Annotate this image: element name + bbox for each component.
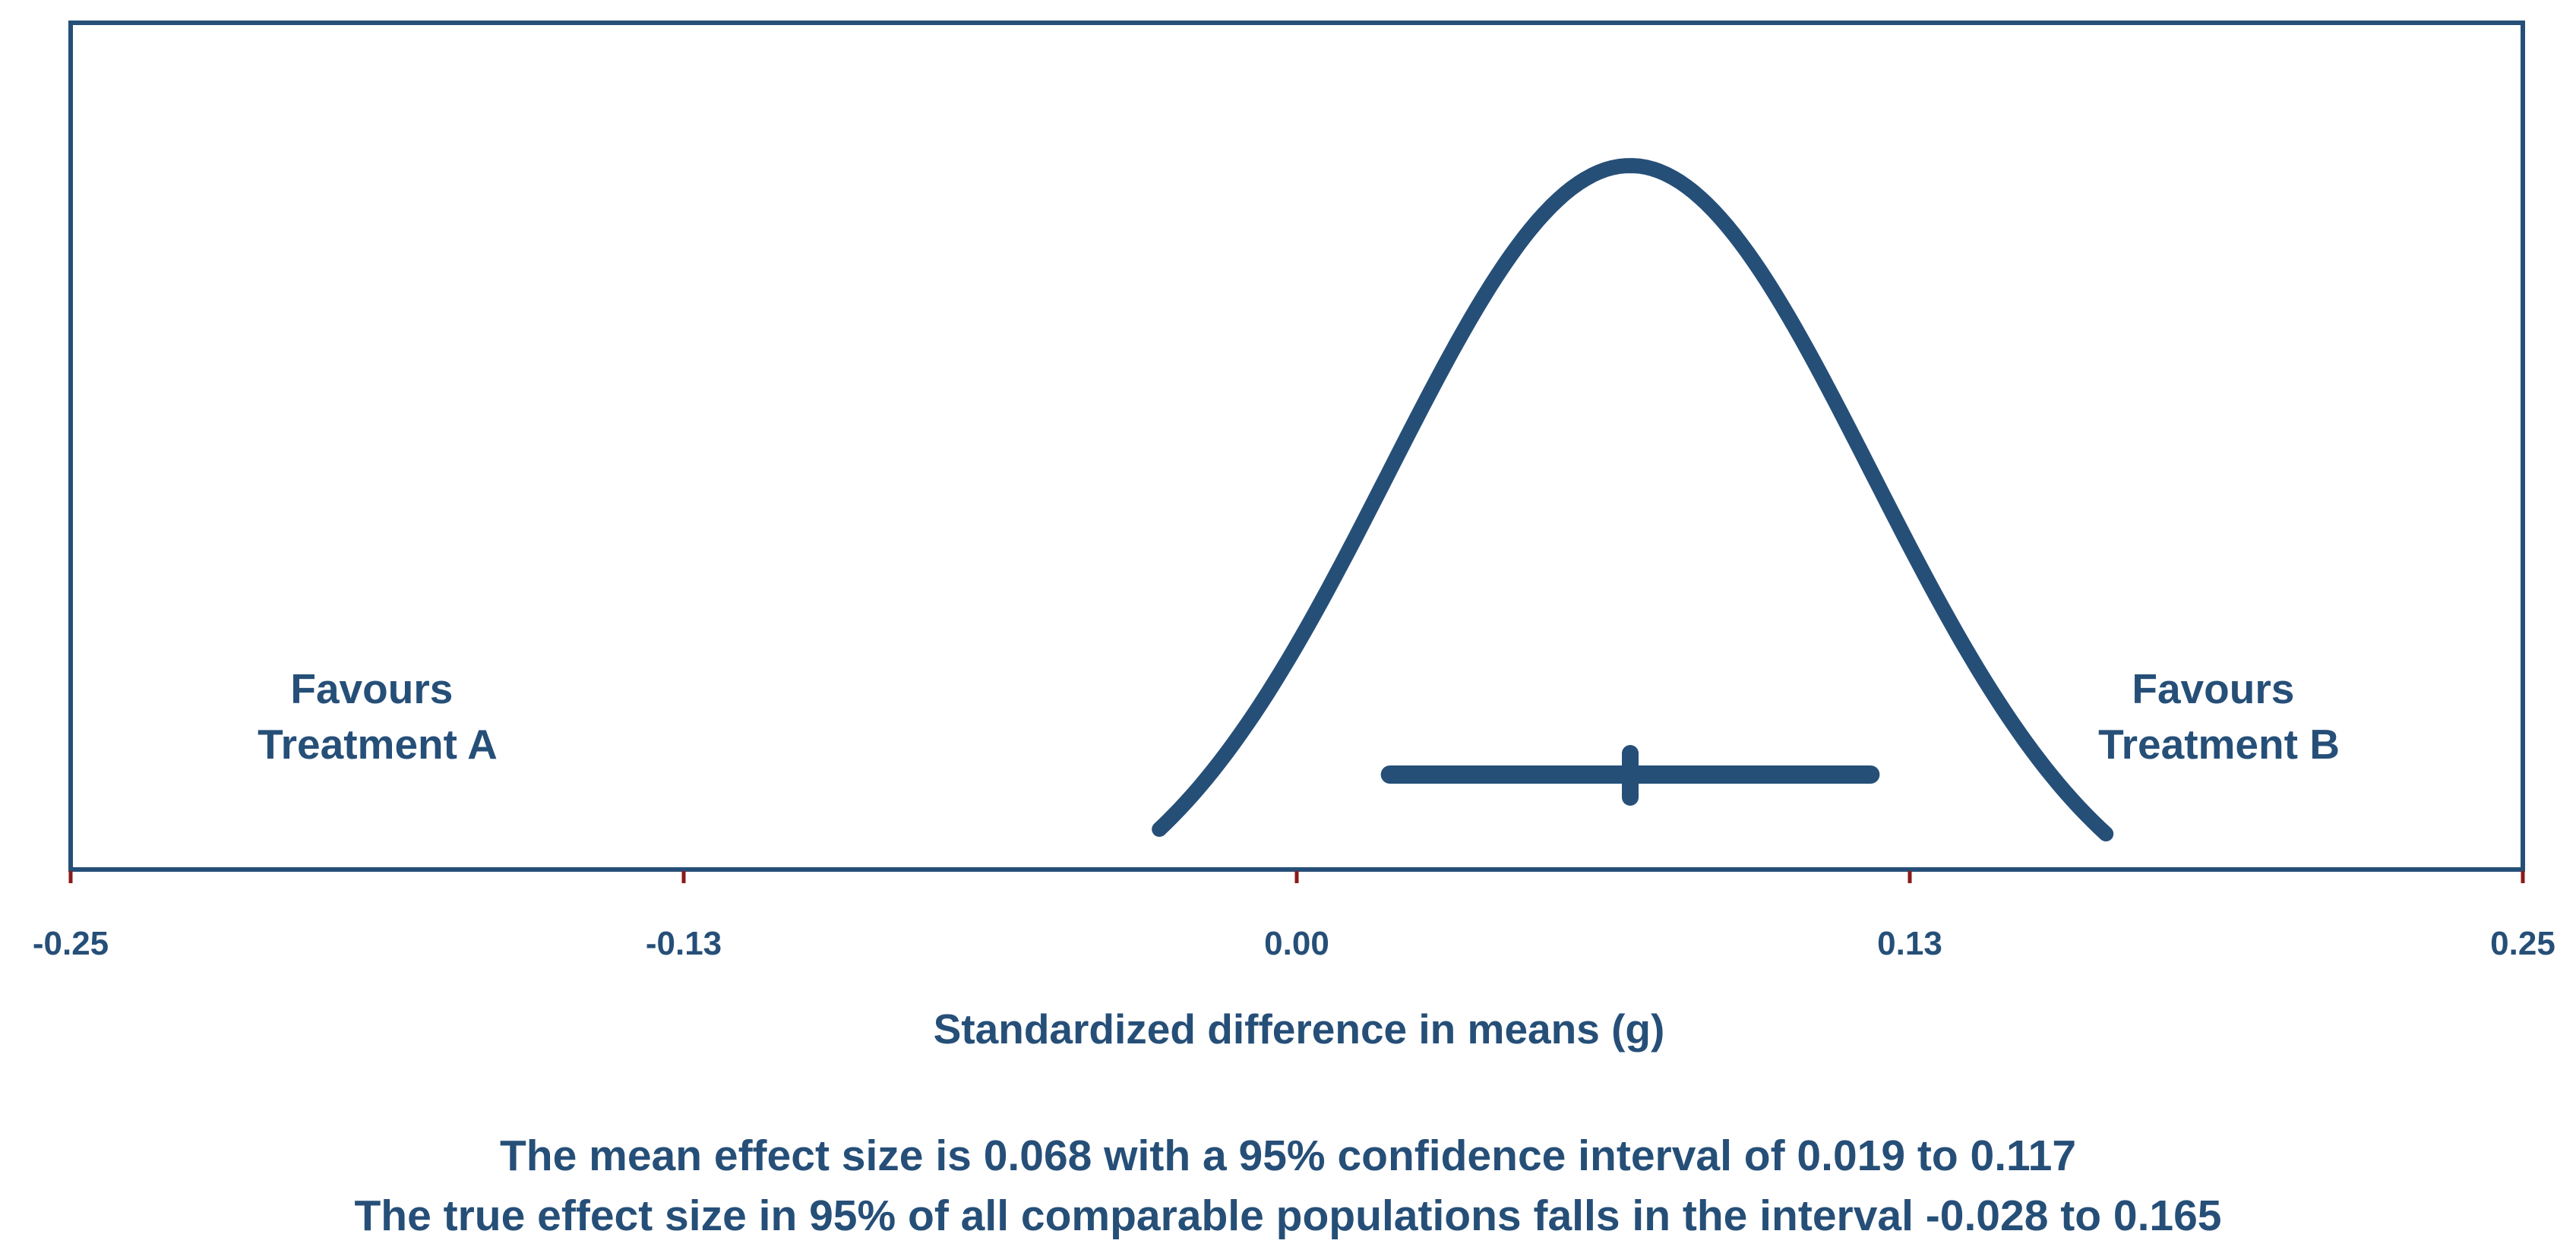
x-ticks bbox=[68, 871, 2525, 883]
favours-a-line2: Treatment A bbox=[258, 721, 498, 768]
x-tick-label-3: 0.13 bbox=[1877, 925, 1942, 962]
x-tick-labels: -0.25 -0.13 0.00 0.13 0.25 bbox=[33, 925, 2555, 962]
favours-b-line2: Treatment B bbox=[2098, 721, 2340, 768]
x-axis-title: Standardized difference in means (g) bbox=[934, 1005, 1665, 1053]
distribution-curve bbox=[1152, 158, 2114, 841]
summary-line-2: The true effect size in 95% of all compa… bbox=[354, 1191, 2222, 1240]
x-tick-label-0: -0.25 bbox=[33, 925, 109, 962]
summary-line-1: The mean effect size is 0.068 with a 95%… bbox=[499, 1131, 2077, 1180]
x-tick-label-1: -0.13 bbox=[646, 925, 722, 962]
favours-a-label: Favours Treatment A bbox=[258, 665, 498, 768]
x-tick-label-2: 0.00 bbox=[1264, 925, 1329, 962]
plot-frame bbox=[68, 21, 2525, 872]
favours-a-line1: Favours bbox=[290, 665, 453, 712]
favours-b-line1: Favours bbox=[2132, 665, 2294, 712]
x-tick-label-4: 0.25 bbox=[2490, 925, 2555, 962]
favours-b-label: Favours Treatment B bbox=[2098, 665, 2340, 768]
